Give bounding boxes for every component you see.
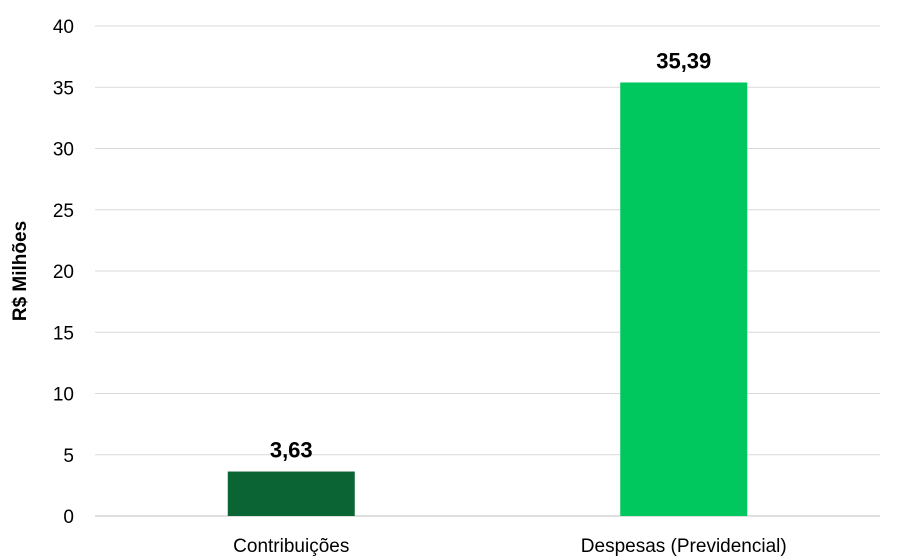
category-label: Contribuições xyxy=(233,536,349,556)
y-tick-label: 10 xyxy=(53,385,74,406)
bar xyxy=(620,82,748,516)
bars xyxy=(227,82,748,516)
y-tick-label: 35 xyxy=(53,78,74,99)
bar xyxy=(227,471,355,516)
y-tick-label: 15 xyxy=(53,323,74,344)
data-label: 3,63 xyxy=(270,438,313,463)
gridlines xyxy=(95,25,880,456)
y-tick-label: 20 xyxy=(53,262,74,283)
y-axis-ticks: 0 5 10 15 20 25 30 35 40 xyxy=(53,17,74,528)
category-label: Despesas (Previdencial) xyxy=(581,536,787,556)
data-labels: 3,63 35,39 xyxy=(270,48,711,462)
y-tick-label: 5 xyxy=(63,446,74,467)
y-tick-label: 30 xyxy=(53,140,74,161)
data-label: 35,39 xyxy=(656,48,711,73)
y-tick-label: 0 xyxy=(63,507,74,528)
y-axis-title: R$ Milhões xyxy=(10,221,31,321)
y-tick-label: 25 xyxy=(53,201,74,222)
category-labels: Contribuições Despesas (Previdencial) xyxy=(233,536,787,556)
y-tick-label: 40 xyxy=(53,17,74,38)
